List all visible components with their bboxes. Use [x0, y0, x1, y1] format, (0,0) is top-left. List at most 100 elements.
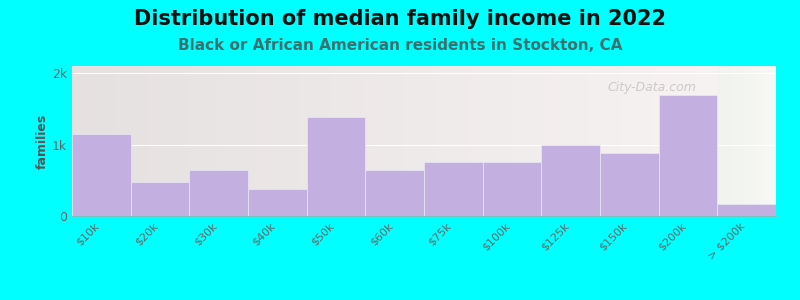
- Bar: [735, 66, 736, 216]
- Bar: [754, 66, 755, 216]
- Bar: [718, 66, 719, 216]
- Bar: [762, 66, 763, 216]
- Bar: [147, 66, 158, 216]
- Bar: [674, 66, 685, 216]
- Bar: [72, 66, 718, 216]
- Bar: [772, 66, 773, 216]
- Bar: [190, 66, 201, 216]
- Bar: [330, 66, 341, 216]
- Bar: [720, 66, 722, 216]
- Bar: [600, 153, 658, 216]
- Bar: [745, 66, 746, 216]
- Text: City-Data.com: City-Data.com: [607, 81, 696, 94]
- Bar: [406, 66, 416, 216]
- Bar: [766, 66, 767, 216]
- Bar: [771, 66, 772, 216]
- Bar: [169, 66, 179, 216]
- Bar: [201, 66, 212, 216]
- Bar: [513, 66, 524, 216]
- Bar: [416, 66, 427, 216]
- Bar: [362, 66, 373, 216]
- Bar: [524, 66, 534, 216]
- Bar: [734, 66, 735, 216]
- Bar: [763, 66, 764, 216]
- Bar: [298, 66, 309, 216]
- Bar: [739, 66, 740, 216]
- Bar: [502, 66, 513, 216]
- Bar: [482, 162, 542, 216]
- Bar: [438, 66, 449, 216]
- Bar: [287, 66, 298, 216]
- Bar: [719, 66, 720, 216]
- Bar: [366, 169, 424, 216]
- Bar: [222, 66, 234, 216]
- Bar: [542, 145, 600, 216]
- Bar: [266, 66, 276, 216]
- Bar: [384, 66, 394, 216]
- Bar: [72, 66, 82, 216]
- Bar: [742, 66, 744, 216]
- Bar: [137, 66, 147, 216]
- Bar: [728, 66, 729, 216]
- Text: Black or African American residents in Stockton, CA: Black or African American residents in S…: [178, 38, 622, 52]
- Bar: [234, 66, 244, 216]
- Bar: [726, 66, 727, 216]
- Bar: [179, 66, 190, 216]
- Bar: [373, 66, 384, 216]
- Bar: [341, 66, 352, 216]
- Bar: [706, 66, 718, 216]
- Bar: [158, 66, 169, 216]
- Bar: [727, 66, 728, 216]
- Bar: [610, 66, 621, 216]
- Bar: [621, 66, 631, 216]
- Bar: [631, 66, 642, 216]
- Bar: [758, 66, 759, 216]
- Bar: [723, 66, 724, 216]
- Bar: [449, 66, 459, 216]
- Bar: [744, 66, 745, 216]
- Bar: [126, 66, 137, 216]
- Bar: [722, 66, 723, 216]
- Bar: [767, 66, 768, 216]
- Bar: [115, 66, 126, 216]
- Bar: [740, 66, 741, 216]
- Bar: [599, 66, 610, 216]
- Bar: [212, 66, 222, 216]
- Bar: [750, 66, 751, 216]
- Bar: [696, 66, 706, 216]
- Bar: [768, 66, 769, 216]
- Bar: [718, 66, 776, 216]
- Bar: [769, 66, 770, 216]
- Bar: [481, 66, 491, 216]
- Bar: [459, 66, 470, 216]
- Bar: [746, 66, 748, 216]
- Bar: [72, 134, 130, 216]
- Bar: [718, 204, 776, 216]
- Bar: [491, 66, 502, 216]
- Bar: [394, 66, 406, 216]
- Bar: [82, 66, 94, 216]
- Bar: [748, 66, 749, 216]
- Bar: [741, 66, 742, 216]
- Bar: [424, 162, 482, 216]
- Bar: [755, 66, 757, 216]
- Bar: [578, 66, 588, 216]
- Bar: [749, 66, 750, 216]
- Bar: [770, 66, 771, 216]
- Bar: [737, 66, 738, 216]
- Bar: [190, 169, 248, 216]
- Bar: [276, 66, 287, 216]
- Bar: [319, 66, 330, 216]
- Bar: [663, 66, 674, 216]
- Bar: [757, 66, 758, 216]
- Bar: [753, 66, 754, 216]
- Bar: [751, 66, 753, 216]
- Bar: [730, 66, 731, 216]
- Bar: [588, 66, 599, 216]
- Bar: [773, 66, 774, 216]
- Bar: [731, 66, 732, 216]
- Bar: [255, 66, 266, 216]
- Bar: [130, 182, 190, 216]
- Bar: [546, 66, 556, 216]
- Bar: [774, 66, 775, 216]
